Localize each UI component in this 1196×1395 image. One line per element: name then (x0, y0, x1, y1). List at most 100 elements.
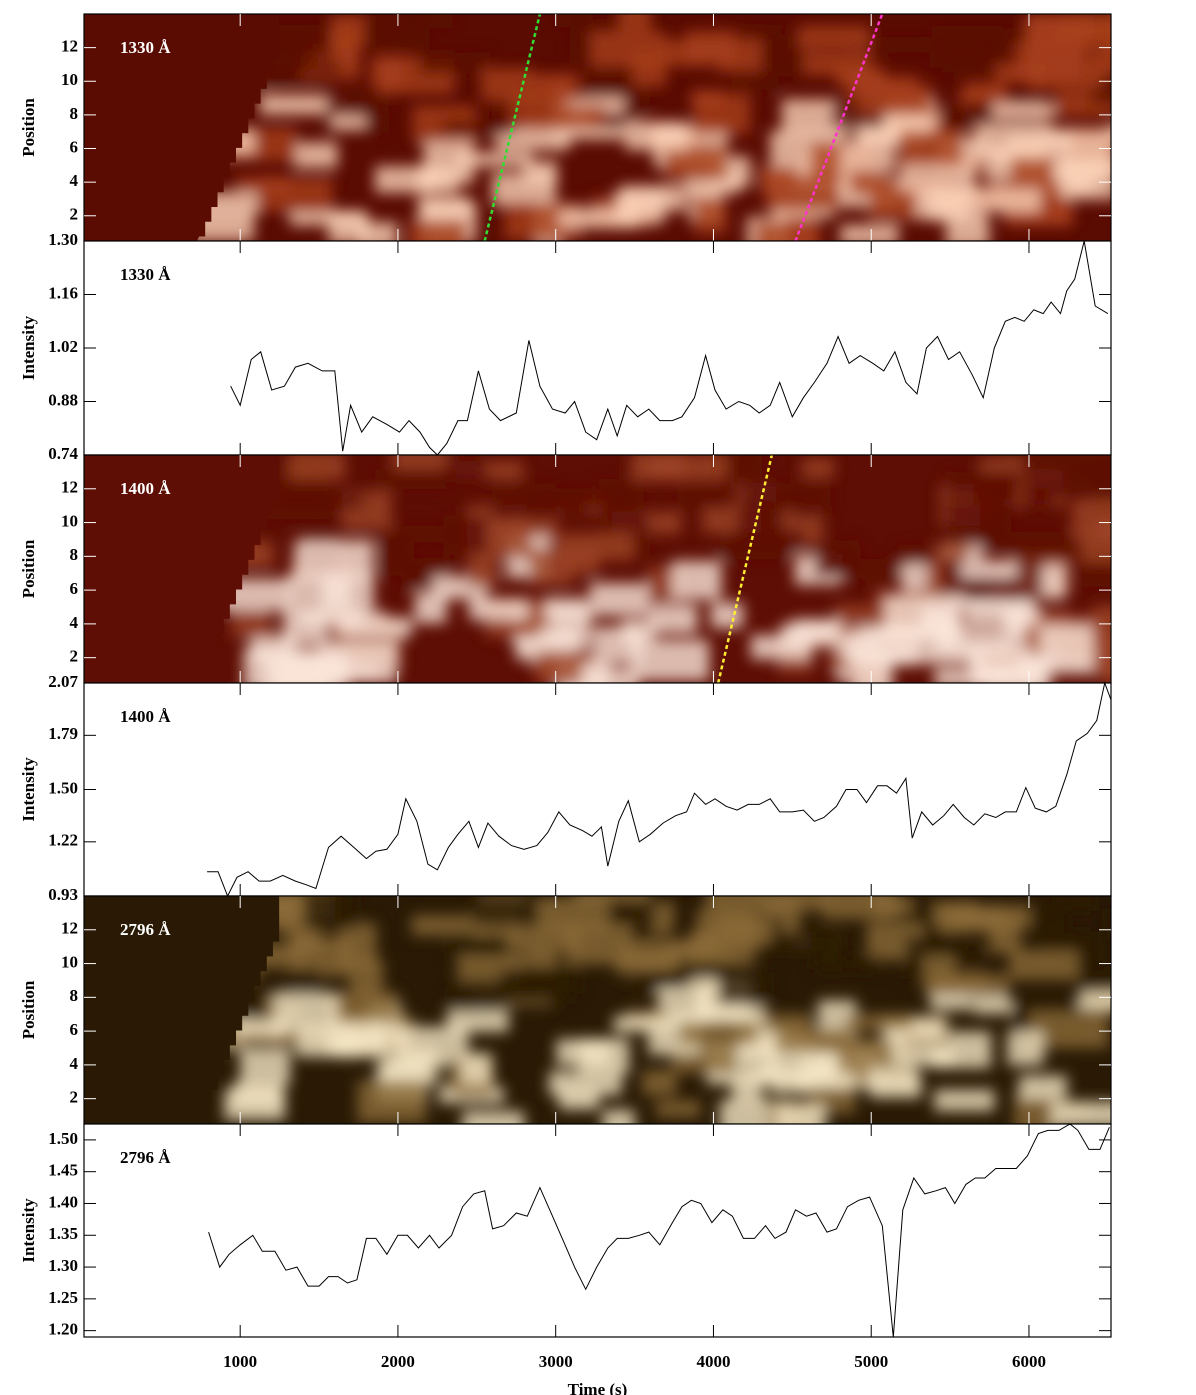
heatmap-cell (630, 455, 685, 481)
heatmap-cell (456, 152, 533, 167)
y-tick-label: 6 (70, 137, 79, 156)
heatmap-cell (443, 515, 488, 555)
heatmap-cell (370, 56, 403, 88)
y-tick-label: 6 (70, 1020, 79, 1039)
series-line (230, 240, 1109, 456)
heatmap-cell (330, 114, 366, 130)
heatmap-cell (649, 604, 698, 634)
panel-label: 1400 Å (120, 707, 171, 726)
heatmap-cell (411, 915, 485, 936)
heatmap-cell (679, 1021, 757, 1045)
heatmap-cell (693, 197, 727, 234)
x-tick-label: 3000 (539, 1352, 573, 1371)
heatmap-cell (557, 532, 634, 561)
heatmap-cell (374, 14, 453, 28)
heatmap-cell (631, 639, 710, 681)
heatmap-cell (1009, 950, 1079, 981)
heatmap-cell (375, 469, 446, 489)
heatmap-cell (923, 955, 956, 994)
panel: 1330 Å 0.74 0.88 1.02 1.16 1.30 Intensity (19, 230, 1112, 463)
y-tick-label: 1.20 (48, 1320, 78, 1339)
y-tick-label: 2 (70, 1088, 79, 1107)
heatmap-cell (235, 1018, 287, 1038)
y-tick-label: 1.30 (48, 1256, 78, 1275)
heatmap-cell (975, 124, 1054, 159)
heatmap-cell (685, 30, 736, 63)
heatmap-cell (946, 219, 990, 241)
heatmap-cell (775, 1103, 827, 1124)
heatmap (84, 896, 1111, 1124)
heatmap-cell (392, 455, 458, 471)
series-line (208, 1123, 1110, 1338)
heatmap-cell (574, 896, 651, 902)
y-tick-label: 2 (70, 205, 79, 224)
heatmap-cell (1039, 624, 1094, 664)
heatmap-cell (1010, 153, 1054, 189)
heatmap-cell (934, 1089, 995, 1112)
heatmap-cell (717, 972, 771, 1006)
heatmap-cell (1056, 15, 1105, 40)
panel: 1400 Å 2 4 6 8 10 12 Position (19, 454, 1112, 684)
heatmap-cell (859, 625, 923, 641)
heatmap-cell (775, 1027, 854, 1054)
panel: 1330 Å 2 4 6 8 10 12 Position (19, 13, 1112, 242)
heatmap-cell (742, 483, 802, 511)
heatmap-cell (979, 457, 1024, 472)
heatmap-cell (998, 28, 1029, 47)
heatmap-cell (614, 190, 666, 224)
plot-bg (84, 683, 1111, 896)
heatmap-cell (706, 896, 764, 910)
heatmap-cell (1105, 908, 1111, 941)
heatmap-cell (589, 582, 649, 617)
heatmap-cell (520, 966, 581, 994)
heatmap-cell (929, 40, 992, 68)
heatmap-cell (845, 1013, 913, 1031)
heatmap-cell (754, 221, 821, 241)
heatmap-cell (359, 221, 398, 241)
heatmap-cell (792, 618, 843, 638)
heatmap-cell (671, 560, 722, 600)
heatmap-cell (677, 487, 731, 510)
heatmap-cell (1107, 124, 1111, 140)
heatmap-cell (558, 1088, 600, 1110)
heatmap-cell (293, 142, 338, 169)
heatmap-cell (930, 992, 972, 1010)
heatmap-cell (339, 922, 377, 967)
y-axis-label: Position (19, 98, 38, 157)
heatmap-cell (1027, 57, 1103, 91)
heatmap-cell (602, 1109, 635, 1124)
heatmap-cell (423, 141, 475, 185)
heatmap-cell (944, 499, 1008, 542)
heatmap-cell (419, 52, 491, 74)
y-axis-label: Position (19, 539, 38, 598)
heatmap-empty (84, 14, 280, 241)
heatmap-empty (84, 455, 280, 683)
heatmap-cell (1092, 605, 1111, 646)
heatmap-cell (257, 177, 333, 212)
heatmap-cell (480, 67, 533, 101)
y-tick-label: 1.79 (48, 724, 78, 743)
heatmap-cell (472, 896, 547, 927)
y-tick-label: 10 (61, 952, 78, 971)
heatmap-cell (1018, 1075, 1067, 1100)
y-tick-label: 1.16 (48, 283, 78, 302)
y-tick-label: 4 (70, 171, 79, 190)
heatmap-cell (231, 610, 271, 638)
panel-frame (83, 1123, 1112, 1338)
y-tick-label: 1.45 (48, 1161, 78, 1180)
plot-bg (84, 1124, 1111, 1337)
annotation-line (483, 14, 542, 241)
heatmap-cell (960, 560, 1017, 579)
heatmap-cell (792, 481, 831, 518)
y-axis-label: Intensity (19, 1198, 38, 1263)
heatmap-cell (303, 896, 358, 930)
heatmap-cell (1032, 906, 1069, 931)
y-tick-label: 6 (70, 579, 79, 598)
panel-label: 1330 Å (120, 38, 171, 57)
y-tick-label: 2 (70, 647, 79, 666)
heatmap-cell (973, 994, 1011, 1015)
heatmap-cell (898, 545, 932, 564)
y-tick-label: 2.07 (48, 672, 78, 691)
heatmap-cell (759, 896, 829, 911)
y-axis-label: Intensity (19, 315, 38, 380)
